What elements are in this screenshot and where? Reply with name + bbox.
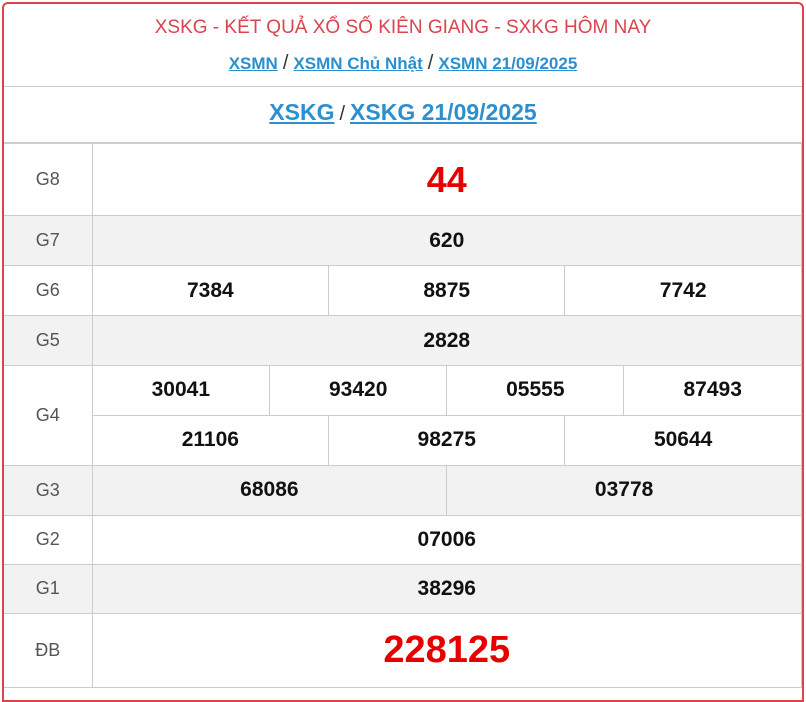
row-g2: G2 07006: [4, 514, 802, 565]
prize-label: G8: [4, 143, 93, 216]
breadcrumb-xsmn-date[interactable]: XSMN 21/09/2025: [438, 54, 578, 73]
prize-number: 03778: [446, 465, 801, 515]
prize-number: 30041: [92, 366, 271, 415]
prize-number: 98275: [328, 415, 566, 465]
prize-number: 2828: [91, 315, 802, 366]
breadcrumb: XSMN / XSMN Chủ Nhật / XSMN 21/09/2025: [4, 46, 802, 75]
row-g5: G5 2828: [4, 315, 802, 366]
prize-label: G2: [4, 514, 93, 565]
prize-number: 7742: [564, 266, 801, 315]
results-table: G8 44 G7 620 G6 7384 8875 7742 G5 2828 G4 3004…: [4, 143, 802, 688]
prize-label: G6: [4, 265, 93, 316]
header: XSKG - KẾT QUẢ XỔ SỐ KIÊN GIANG - SXKG H…: [4, 4, 802, 87]
row-g4: G4 30041 93420 05555 87493 21106 98275 50644: [4, 365, 802, 466]
prize-number: 93420: [269, 366, 448, 415]
prize-label: G5: [4, 315, 93, 366]
prize-label: ĐB: [4, 612, 93, 688]
separator: /: [282, 52, 289, 74]
subheader: XSKG / XSKG 21/09/2025: [4, 87, 802, 143]
row-db: ĐB 228125: [4, 612, 802, 688]
prize-number: 07006: [91, 514, 802, 565]
row-g7: G7 620: [4, 215, 802, 266]
prize-number: 620: [91, 215, 802, 266]
prize-number: 21106: [92, 415, 330, 465]
separator: /: [427, 52, 434, 74]
prize-number: 44: [91, 143, 802, 216]
prize-number: 50644: [564, 415, 801, 465]
prize-label: G1: [4, 563, 93, 614]
row-g1: G1 38296: [4, 563, 802, 614]
prize-number: 8875: [328, 266, 566, 315]
row-g3: G3 68086 03778: [4, 464, 802, 516]
row-g8: G8 44: [4, 143, 802, 216]
prize-number: 38296: [91, 563, 802, 614]
prize-number: 05555: [446, 366, 625, 415]
page-title: XSKG - KẾT QUẢ XỔ SỐ KIÊN GIANG - SXKG H…: [154, 17, 652, 38]
row-g6: G6 7384 8875 7742: [4, 265, 802, 316]
prize-number: 68086: [92, 465, 448, 515]
link-xskg[interactable]: XSKG: [269, 99, 335, 125]
prize-label: G3: [4, 464, 93, 516]
separator: /: [339, 103, 346, 125]
breadcrumb-xsmn-chu-nhat[interactable]: XSMN Chủ Nhật: [293, 54, 423, 73]
link-xskg-date[interactable]: XSKG 21/09/2025: [350, 99, 537, 125]
prize-label: G4: [4, 365, 93, 466]
prize-number: 87493: [623, 366, 801, 415]
breadcrumb-xsmn[interactable]: XSMN: [228, 54, 278, 73]
prize-number: 7384: [92, 266, 330, 315]
prize-label: G7: [4, 215, 93, 266]
special-prize-number: 228125: [91, 612, 802, 688]
